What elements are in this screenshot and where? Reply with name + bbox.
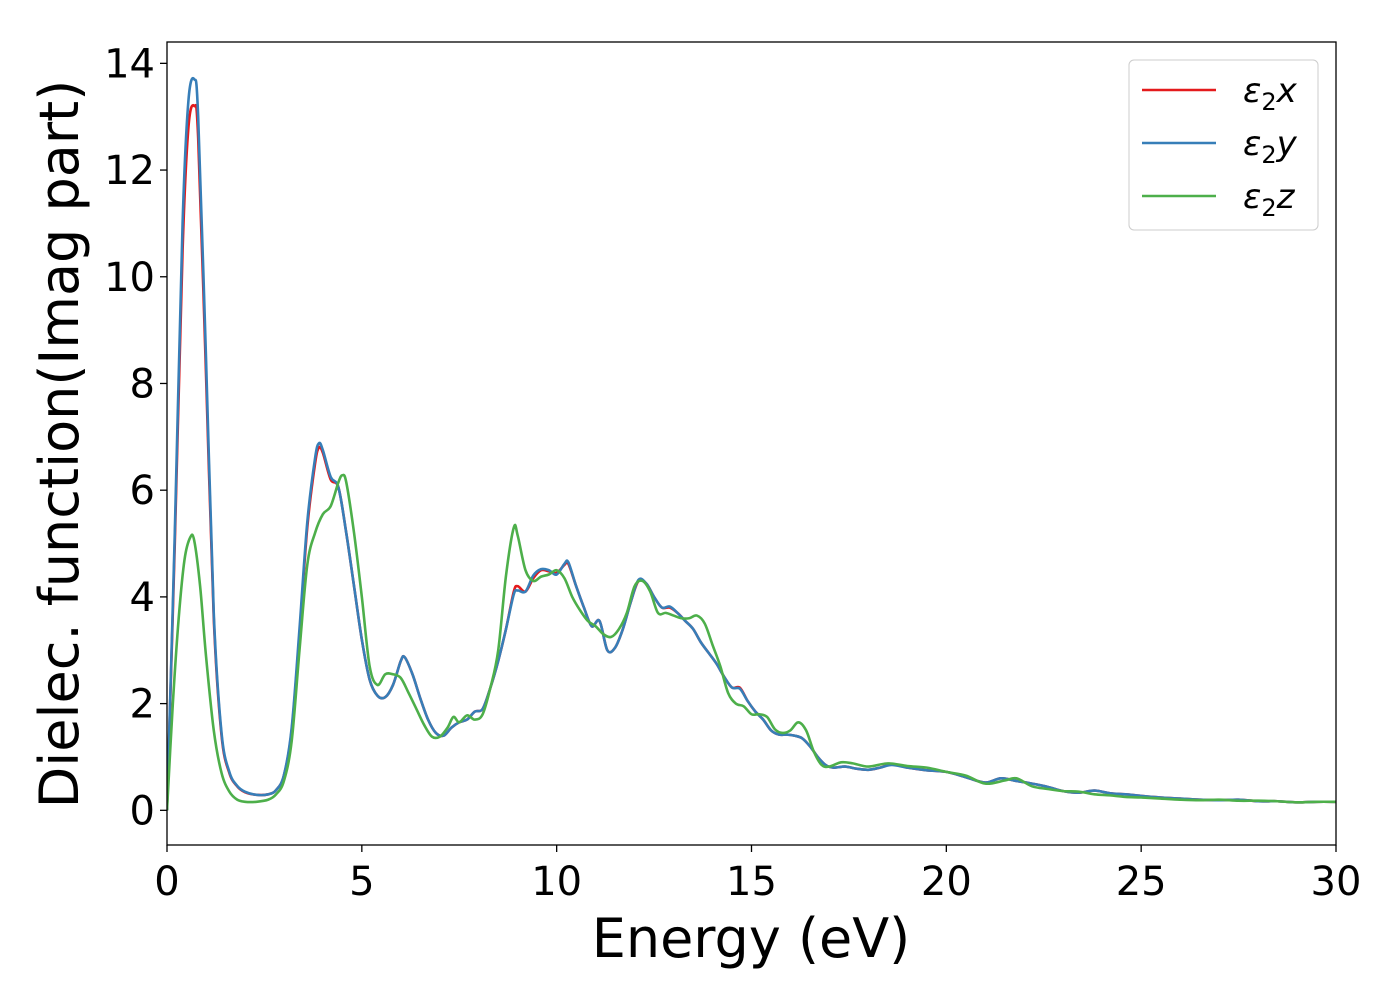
y-tick-label: 0 — [130, 788, 155, 834]
y-axis: 0 2 4 6 8 10 12 14 — [104, 41, 167, 834]
y-tick-label: 2 — [130, 682, 155, 728]
x-axis-label: Energy (eV) — [592, 907, 911, 970]
y-tick-label: 6 — [130, 468, 155, 514]
x-tick-label: 30 — [1311, 859, 1362, 905]
legend: ε2x ε2y ε2z — [1128, 59, 1319, 231]
x-tick-label: 5 — [349, 859, 374, 905]
legend-label-z: ε2z — [1243, 177, 1296, 222]
series-layer — [167, 76, 1336, 811]
y-axis-label: Dielec. function(Imag part) — [28, 80, 91, 809]
x-tick-label: 25 — [1116, 859, 1167, 905]
x-tick-label: 10 — [531, 859, 582, 905]
y-tick-label: 8 — [130, 361, 155, 407]
x-tick-label: 15 — [726, 859, 777, 905]
x-tick-label: 20 — [921, 859, 972, 905]
x-axis: 0 5 10 15 20 25 30 — [154, 845, 1361, 905]
y-tick-label: 10 — [104, 255, 155, 301]
legend-box — [1128, 59, 1319, 231]
series-line-z — [167, 473, 1336, 811]
legend-label-y: ε2y — [1243, 124, 1298, 169]
y-tick-label: 4 — [130, 575, 155, 621]
y-tick-label: 14 — [104, 41, 155, 87]
x-tick-label: 0 — [154, 859, 179, 905]
legend-label-x: ε2x — [1243, 71, 1298, 116]
y-tick-label: 12 — [104, 148, 155, 194]
